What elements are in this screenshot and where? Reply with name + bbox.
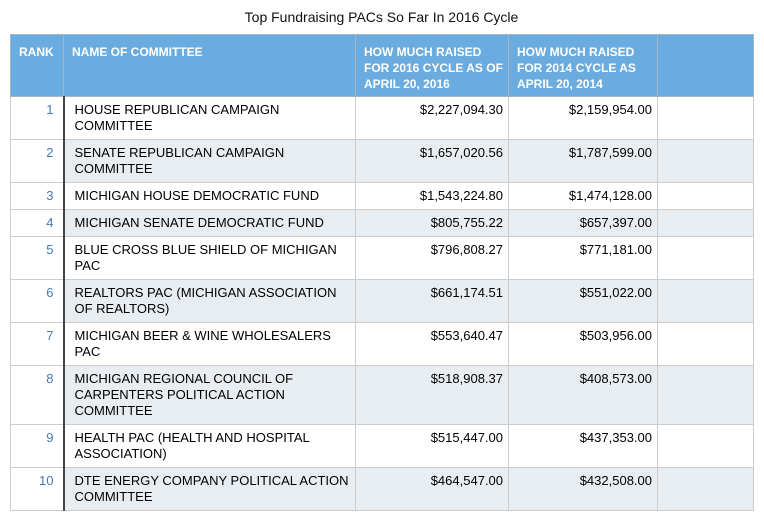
extra-cell	[657, 365, 754, 425]
rank-cell: 7	[10, 322, 65, 366]
raised-2014-cell: $437,353.00	[508, 424, 658, 468]
table-row: 8 MICHIGAN REGIONAL COUNCIL OF CARPENTER…	[10, 365, 754, 425]
committee-name-cell: HOUSE REPUBLICAN CAMPAIGN COMMITTEE	[63, 96, 356, 140]
raised-2014-cell: $771,181.00	[508, 236, 658, 280]
table-row: 7 MICHIGAN BEER & WINE WHOLESALERS PAC $…	[10, 322, 754, 366]
raised-2014-cell: $1,787,599.00	[508, 139, 658, 183]
table-row: 3 MICHIGAN HOUSE DEMOCRATIC FUND $1,543,…	[10, 182, 754, 210]
extra-cell	[657, 279, 754, 323]
raised-2016-cell: $464,547.00	[355, 467, 509, 511]
column-header-raised-2016: HOW MUCH RAISED FOR 2016 CYCLE AS OF APR…	[355, 34, 509, 97]
pac-fundraising-table: RANK NAME OF COMMITTEE HOW MUCH RAISED F…	[10, 34, 754, 511]
table-body: 1 HOUSE REPUBLICAN CAMPAIGN COMMITTEE $2…	[10, 96, 754, 511]
raised-2014-cell: $551,022.00	[508, 279, 658, 323]
table-row: 6 REALTORS PAC (MICHIGAN ASSOCIATION OF …	[10, 279, 754, 323]
table-row: 4 MICHIGAN SENATE DEMOCRATIC FUND $805,7…	[10, 209, 754, 237]
raised-2016-cell: $796,808.27	[355, 236, 509, 280]
table-row: 9 HEALTH PAC (HEALTH AND HOSPITAL ASSOCI…	[10, 424, 754, 468]
rank-cell: 1	[10, 96, 65, 140]
raised-2016-cell: $805,755.22	[355, 209, 509, 237]
rank-cell: 5	[10, 236, 65, 280]
page-title: Top Fundraising PACs So Far In 2016 Cycl…	[244, 9, 519, 25]
raised-2014-cell: $1,474,128.00	[508, 182, 658, 210]
committee-name-cell: SENATE REPUBLICAN CAMPAIGN COMMITTEE	[63, 139, 356, 183]
column-header-name: NAME OF COMMITTEE	[63, 34, 356, 97]
rank-cell: 8	[10, 365, 65, 425]
committee-name-cell: MICHIGAN HOUSE DEMOCRATIC FUND	[63, 182, 356, 210]
raised-2016-cell: $1,657,020.56	[355, 139, 509, 183]
extra-cell	[657, 139, 754, 183]
extra-cell	[657, 182, 754, 210]
table-row: 1 HOUSE REPUBLICAN CAMPAIGN COMMITTEE $2…	[10, 96, 754, 140]
rank-cell: 4	[10, 209, 65, 237]
header-row: RANK NAME OF COMMITTEE HOW MUCH RAISED F…	[10, 34, 754, 97]
raised-2016-cell: $518,908.37	[355, 365, 509, 425]
committee-name-cell: BLUE CROSS BLUE SHIELD OF MICHIGAN PAC	[63, 236, 356, 280]
raised-2014-cell: $2,159,954.00	[508, 96, 658, 140]
committee-name-cell: MICHIGAN REGIONAL COUNCIL OF CARPENTERS …	[63, 365, 356, 425]
raised-2016-cell: $515,447.00	[355, 424, 509, 468]
table-row: 2 SENATE REPUBLICAN CAMPAIGN COMMITTEE $…	[10, 139, 754, 183]
raised-2016-cell: $661,174.51	[355, 279, 509, 323]
rank-cell: 10	[10, 467, 65, 511]
rank-cell: 6	[10, 279, 65, 323]
table-row: 5 BLUE CROSS BLUE SHIELD OF MICHIGAN PAC…	[10, 236, 754, 280]
rank-cell: 3	[10, 182, 65, 210]
raised-2014-cell: $408,573.00	[508, 365, 658, 425]
committee-name-cell: DTE ENERGY COMPANY POLITICAL ACTION COMM…	[63, 467, 356, 511]
raised-2014-cell: $503,956.00	[508, 322, 658, 366]
extra-cell	[657, 322, 754, 366]
committee-name-cell: MICHIGAN SENATE DEMOCRATIC FUND	[63, 209, 356, 237]
column-header-rank: RANK	[10, 34, 64, 97]
raised-2016-cell: $2,227,094.30	[355, 96, 509, 140]
committee-name-cell: MICHIGAN BEER & WINE WHOLESALERS PAC	[63, 322, 356, 366]
raised-2014-cell: $657,397.00	[508, 209, 658, 237]
raised-2016-cell: $1,543,224.80	[355, 182, 509, 210]
raised-2014-cell: $432,508.00	[508, 467, 658, 511]
rank-cell: 2	[10, 139, 65, 183]
committee-name-cell: HEALTH PAC (HEALTH AND HOSPITAL ASSOCIAT…	[63, 424, 356, 468]
extra-cell	[657, 424, 754, 468]
extra-cell	[657, 96, 754, 140]
column-header-extra	[657, 34, 754, 97]
page: Top Fundraising PACs So Far In 2016 Cycl…	[10, 9, 754, 511]
extra-cell	[657, 209, 754, 237]
rank-cell: 9	[10, 424, 65, 468]
column-header-raised-2014: HOW MUCH RAISED FOR 2014 CYCLE AS APRIL …	[508, 34, 658, 97]
committee-name-cell: REALTORS PAC (MICHIGAN ASSOCIATION OF RE…	[63, 279, 356, 323]
extra-cell	[657, 467, 754, 511]
raised-2016-cell: $553,640.47	[355, 322, 509, 366]
table-row: 10 DTE ENERGY COMPANY POLITICAL ACTION C…	[10, 467, 754, 511]
extra-cell	[657, 236, 754, 280]
